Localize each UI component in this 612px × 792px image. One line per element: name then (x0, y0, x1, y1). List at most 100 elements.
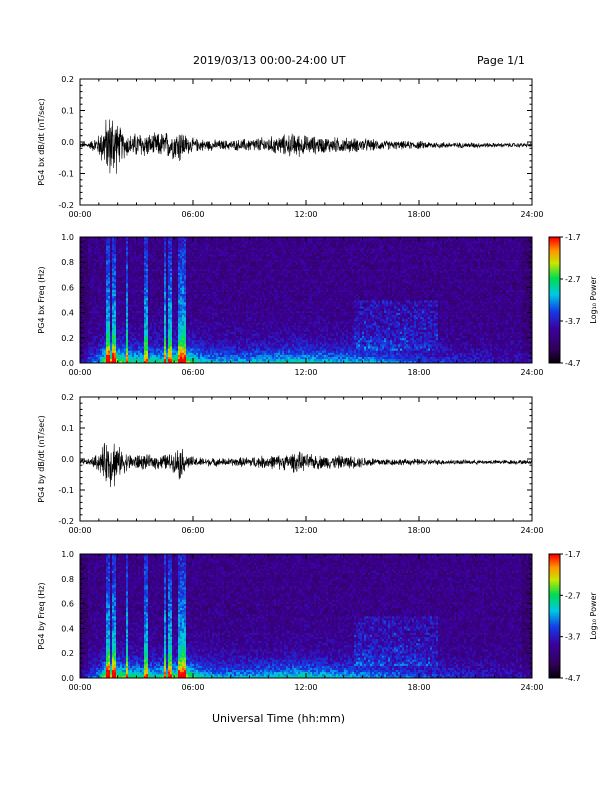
heatmap-cell (238, 317, 240, 319)
heatmap-cell (160, 292, 162, 294)
heatmap-cell (238, 256, 240, 258)
heatmap-cell (148, 245, 150, 247)
heatmap-cell (196, 344, 198, 346)
heatmap-cell (104, 348, 106, 350)
heatmap-cell (204, 323, 206, 325)
heatmap-cell (234, 319, 236, 321)
heatmap-cell (182, 327, 184, 329)
heatmap-cell (222, 279, 224, 281)
heatmap-cell (238, 348, 240, 350)
heatmap-cell (200, 336, 202, 338)
heatmap-cell (138, 296, 140, 298)
heatmap-cell (118, 317, 120, 319)
heatmap-cell (232, 321, 234, 323)
heatmap-cell (152, 332, 154, 334)
heatmap-cell (192, 260, 194, 262)
heatmap-cell (126, 273, 128, 275)
heatmap-cell (214, 329, 216, 331)
heatmap-cell (176, 306, 178, 308)
heatmap-cell (234, 239, 236, 241)
heatmap-cell (110, 334, 112, 336)
heatmap-cell (222, 271, 224, 273)
heatmap-cell (142, 359, 144, 361)
heatmap-cell (190, 319, 192, 321)
heatmap-cell (172, 321, 174, 323)
heatmap-cell (106, 296, 108, 298)
heatmap-cell (114, 308, 116, 310)
heatmap-cell (194, 283, 196, 285)
heatmap-cell (184, 359, 186, 361)
heatmap-cell (192, 243, 194, 245)
heatmap-cell (158, 264, 160, 266)
heatmap-cell (166, 298, 168, 300)
heatmap-cell (90, 308, 92, 310)
heatmap-cell (222, 260, 224, 262)
heatmap-cell (206, 329, 208, 331)
heatmap-cell (182, 298, 184, 300)
heatmap-cell (170, 239, 172, 241)
heatmap-cell (196, 275, 198, 277)
heatmap-cell (92, 308, 94, 310)
heatmap-cell (84, 304, 86, 306)
heatmap-cell (190, 250, 192, 252)
heatmap-cell (230, 264, 232, 266)
heatmap-cell (160, 254, 162, 256)
heatmap-cell (156, 296, 158, 298)
heatmap-cell (132, 283, 134, 285)
heatmap-cell (142, 346, 144, 348)
heatmap-cell (84, 346, 86, 348)
heatmap-cell (194, 269, 196, 271)
heatmap-cell (172, 262, 174, 264)
heatmap-cell (128, 329, 130, 331)
heatmap-cell (118, 250, 120, 252)
heatmap-cell (172, 254, 174, 256)
heatmap-cell (216, 313, 218, 315)
heatmap-cell (158, 266, 160, 268)
heatmap-cell (210, 332, 212, 334)
heatmap-cell (186, 254, 188, 256)
heatmap-cell (88, 346, 90, 348)
heatmap-cell (138, 277, 140, 279)
heatmap-cell (206, 325, 208, 327)
heatmap-cell (160, 308, 162, 310)
heatmap-cell (112, 304, 114, 306)
heatmap-cell (164, 258, 166, 260)
heatmap-cell (174, 311, 176, 313)
heatmap-cell (144, 248, 146, 250)
heatmap-cell (134, 311, 136, 313)
heatmap-cell (232, 260, 234, 262)
heatmap-cell (190, 321, 192, 323)
heatmap-cell (180, 281, 182, 283)
heatmap-cell (120, 260, 122, 262)
heatmap-cell (188, 250, 190, 252)
heatmap-cell (166, 239, 168, 241)
heatmap-cell (176, 355, 178, 357)
heatmap-cell (96, 342, 98, 344)
heatmap-cell (214, 359, 216, 361)
heatmap-cell (180, 346, 182, 348)
heatmap-cell (166, 287, 168, 289)
heatmap-cell (238, 336, 240, 338)
y-axis-title: PG4 bx dB/dt (nT/sec) (37, 98, 46, 185)
heatmap-cell (148, 355, 150, 357)
heatmap-cell (124, 313, 126, 315)
heatmap-cell (96, 292, 98, 294)
heatmap-cell (168, 290, 170, 292)
heatmap-cell (198, 357, 200, 359)
heatmap-cell (108, 273, 110, 275)
heatmap-cell (118, 344, 120, 346)
heatmap-cell (230, 275, 232, 277)
heatmap-cell (96, 294, 98, 296)
heatmap-cell (124, 271, 126, 273)
heatmap-cell (122, 277, 124, 279)
heatmap-cell (198, 338, 200, 340)
heatmap-cell (222, 262, 224, 264)
heatmap-cell (116, 353, 118, 355)
heatmap-cell (116, 294, 118, 296)
heatmap-cell (186, 340, 188, 342)
heatmap-cell (98, 342, 100, 344)
heatmap-cell (130, 348, 132, 350)
heatmap-cell (214, 250, 216, 252)
heatmap-cell (150, 304, 152, 306)
heatmap-cell (186, 338, 188, 340)
